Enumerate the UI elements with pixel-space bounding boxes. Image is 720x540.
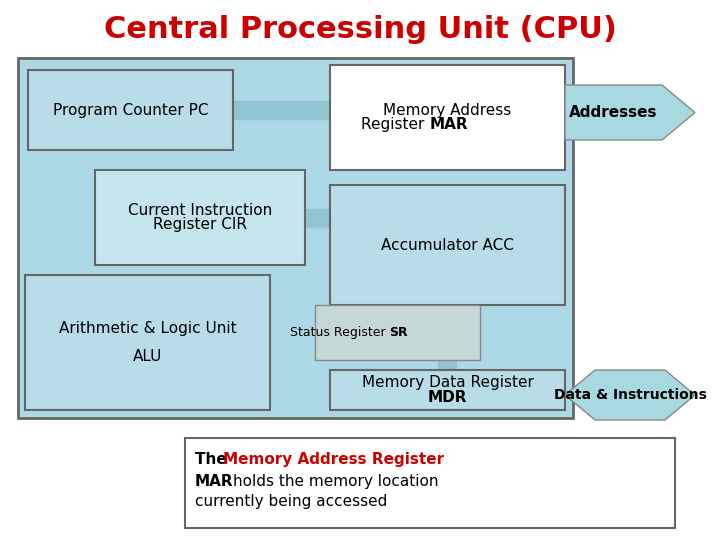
Text: MDR: MDR <box>428 389 467 404</box>
FancyBboxPatch shape <box>28 70 233 150</box>
FancyBboxPatch shape <box>330 370 565 410</box>
Text: Memory Address Register: Memory Address Register <box>223 452 444 467</box>
Text: The: The <box>195 452 232 467</box>
FancyBboxPatch shape <box>315 305 480 360</box>
FancyBboxPatch shape <box>25 275 270 410</box>
Text: Data & Instructions: Data & Instructions <box>554 388 706 402</box>
Text: Addresses: Addresses <box>570 105 658 120</box>
Text: Arithmetic & Logic Unit: Arithmetic & Logic Unit <box>59 321 236 336</box>
Text: Program Counter PC: Program Counter PC <box>53 103 208 118</box>
FancyBboxPatch shape <box>330 65 565 170</box>
Text: Current Instruction: Current Instruction <box>128 203 272 218</box>
Text: ALU: ALU <box>132 349 162 364</box>
Polygon shape <box>565 85 695 140</box>
FancyBboxPatch shape <box>95 170 305 265</box>
Text: Register CIR: Register CIR <box>153 217 247 232</box>
Text: holds the memory location: holds the memory location <box>233 474 438 489</box>
Text: Accumulator ACC: Accumulator ACC <box>381 238 514 253</box>
Text: MAR: MAR <box>430 117 468 132</box>
Text: Memory Address: Memory Address <box>383 103 512 118</box>
Text: MAR: MAR <box>195 474 233 489</box>
Text: currently being accessed: currently being accessed <box>195 494 387 509</box>
Text: Register: Register <box>361 117 430 132</box>
Text: Memory Data Register: Memory Data Register <box>361 375 534 390</box>
Polygon shape <box>565 370 695 420</box>
Text: Status Register: Status Register <box>290 326 390 339</box>
FancyBboxPatch shape <box>185 438 675 528</box>
Text: Central Processing Unit (CPU): Central Processing Unit (CPU) <box>104 16 616 44</box>
FancyBboxPatch shape <box>18 58 573 418</box>
Text: SR: SR <box>390 326 408 339</box>
FancyBboxPatch shape <box>330 185 565 305</box>
